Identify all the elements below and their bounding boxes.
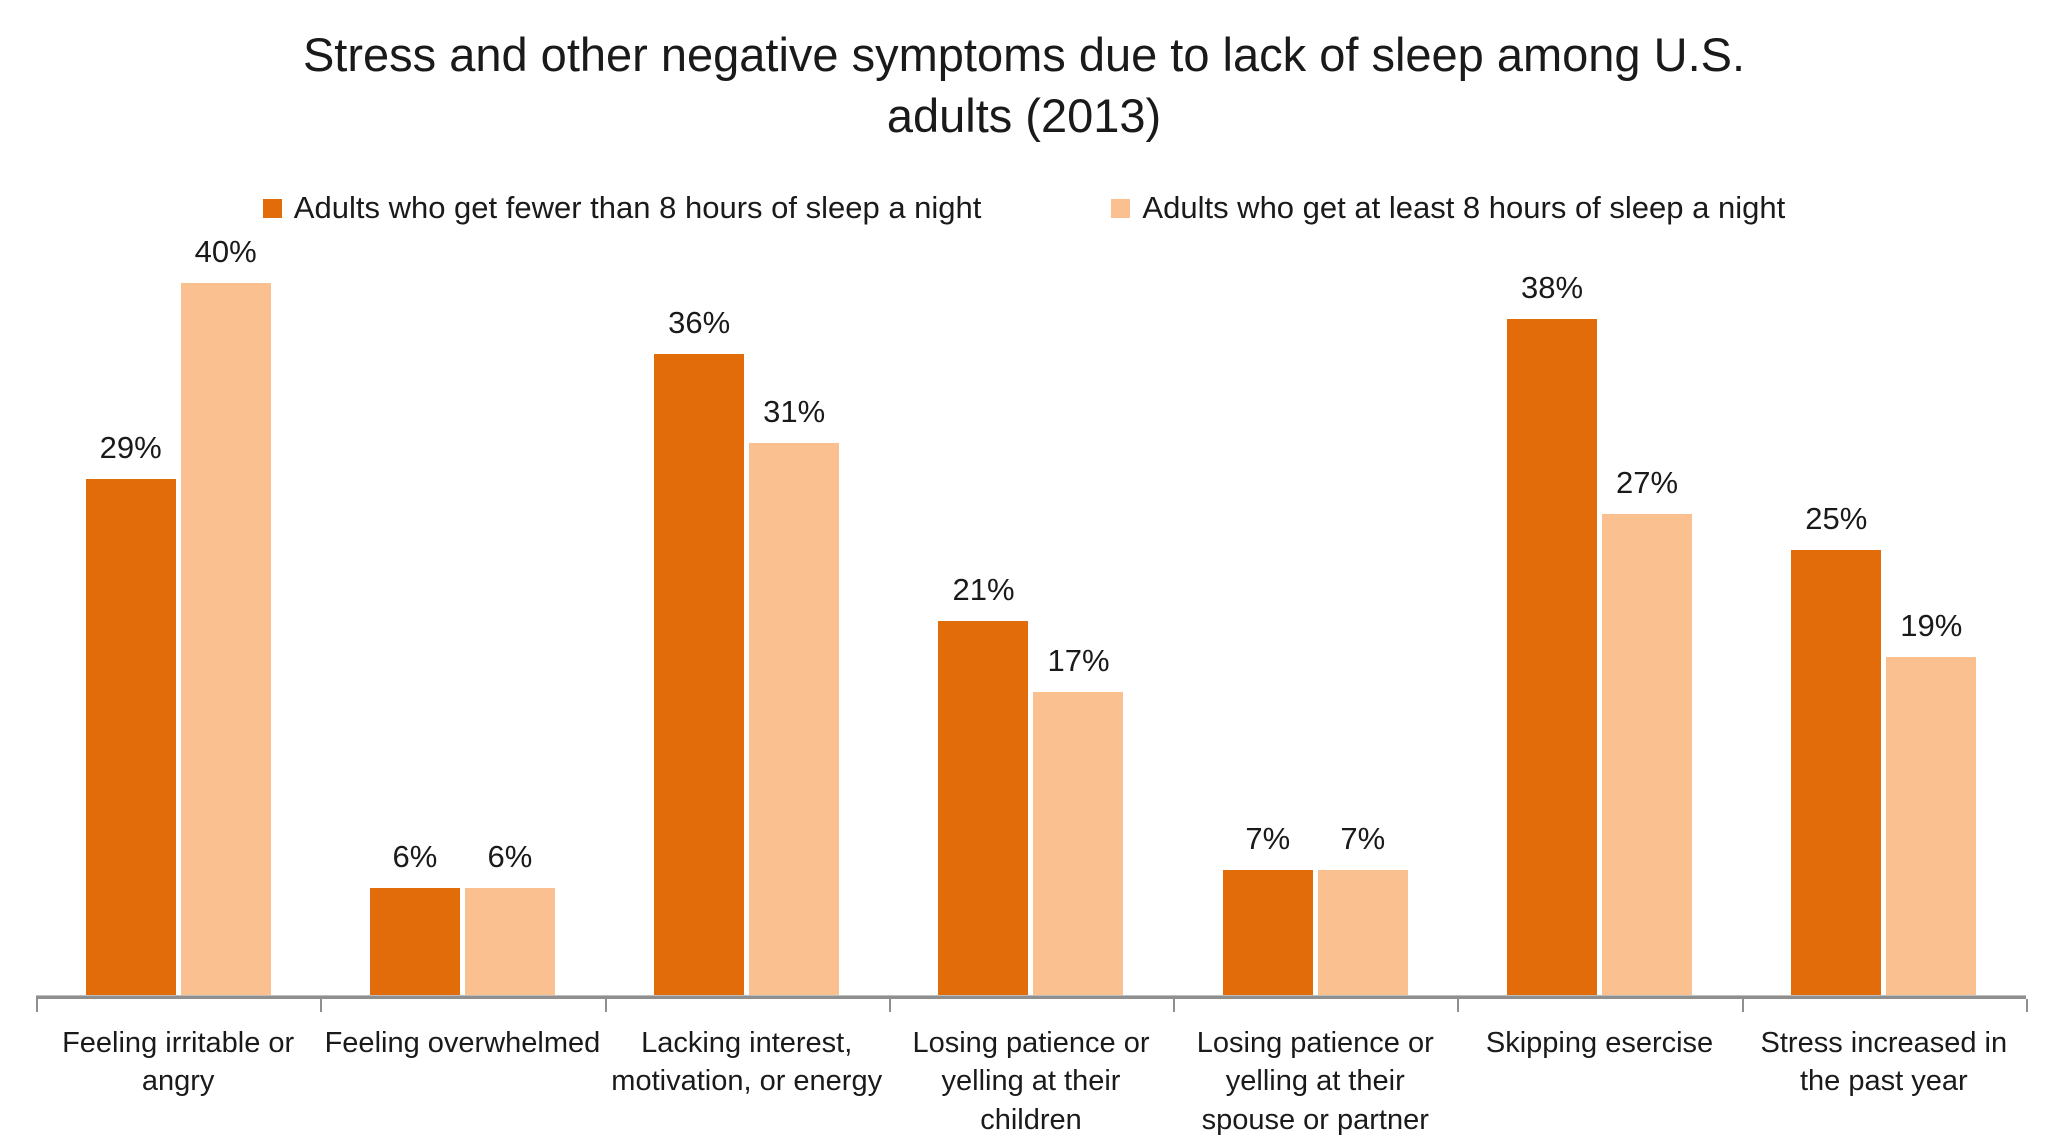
bar-value-label: 7% bbox=[1245, 821, 1291, 856]
legend-item: Adults who get fewer than 8 hours of sle… bbox=[262, 190, 982, 226]
bar: 25% bbox=[1791, 501, 1882, 995]
axis-tick-icon bbox=[320, 999, 604, 1012]
category-label: Lacking interest, motivation, or energy bbox=[611, 1027, 883, 1098]
legend-label: Adults who get fewer than 8 hours of sle… bbox=[293, 190, 982, 225]
bar-value-label: 17% bbox=[1047, 643, 1110, 678]
bar: 36% bbox=[654, 305, 745, 995]
bar-value-label: 6% bbox=[392, 839, 438, 874]
chart-title-line1: Stress and other negative symptoms due t… bbox=[302, 28, 1746, 81]
chart-title: Stress and other negative symptoms due t… bbox=[0, 24, 2048, 146]
bar-group: 36% 31% bbox=[605, 283, 889, 995]
legend-swatch-icon bbox=[262, 198, 282, 218]
bar: 38% bbox=[1507, 270, 1598, 995]
category-label: Feeling overwhelmed bbox=[324, 1027, 601, 1059]
bar: 21% bbox=[938, 572, 1029, 995]
axis-tick-icon bbox=[1457, 999, 1741, 1012]
x-axis-labels: Feeling irritable or angry Feeling overwh… bbox=[36, 1024, 2026, 1139]
bar-value-label: 31% bbox=[763, 394, 826, 429]
bar-value-label: 7% bbox=[1340, 821, 1386, 856]
axis-tick-icon bbox=[36, 999, 320, 1012]
bar: 17% bbox=[1033, 643, 1124, 995]
bar-group: 25% 19% bbox=[1742, 283, 2026, 995]
category-label: Feeling irritable or angry bbox=[62, 1027, 295, 1098]
bar-value-label: 6% bbox=[487, 839, 533, 874]
bar-group: 21% 17% bbox=[889, 283, 1173, 995]
bar: 29% bbox=[85, 430, 176, 995]
bar-group: 7% 7% bbox=[1173, 283, 1457, 995]
axis-tick-icon bbox=[604, 999, 889, 1012]
category-label: Losing patience or yelling at their spou… bbox=[1196, 1027, 1434, 1136]
x-axis-line bbox=[36, 995, 2026, 999]
legend-item: Adults who get at least 8 hours of sleep… bbox=[1111, 190, 1785, 226]
bar: 27% bbox=[1602, 465, 1693, 995]
bar-value-label: 25% bbox=[1805, 501, 1868, 536]
bar-value-label: 19% bbox=[1900, 608, 1963, 643]
bar-group: 6% 6% bbox=[320, 283, 604, 995]
axis-tick-icon bbox=[888, 999, 1173, 1012]
bar-value-label: 29% bbox=[99, 430, 162, 465]
bar: 6% bbox=[464, 839, 555, 995]
legend: Adults who get fewer than 8 hours of sle… bbox=[0, 190, 2048, 226]
bar: 7% bbox=[1222, 821, 1313, 995]
x-axis-ticks bbox=[36, 999, 2028, 1012]
plot-area: 29% 40% 6% 6% 36% 31% 21% 17% 7% 7% 38% 27% 25% 19% bbox=[36, 234, 2026, 995]
bar: 19% bbox=[1886, 608, 1977, 995]
bar-value-label: 36% bbox=[668, 305, 731, 340]
bar: 31% bbox=[749, 394, 840, 995]
legend-label: Adults who get at least 8 hours of sleep… bbox=[1142, 190, 1786, 225]
bar: 6% bbox=[369, 839, 460, 995]
category-label: Stress increased in the past year bbox=[1760, 1027, 2008, 1098]
bar: 40% bbox=[180, 234, 271, 995]
bar-value-label: 40% bbox=[194, 234, 257, 269]
bar: 7% bbox=[1317, 821, 1408, 995]
chart-title-line2: adults (2013) bbox=[886, 89, 1162, 143]
bar-value-label: 21% bbox=[952, 572, 1015, 607]
category-label: Skipping esercise bbox=[1485, 1027, 1714, 1059]
legend-swatch-icon bbox=[1111, 198, 1131, 218]
bar-value-label: 27% bbox=[1616, 465, 1679, 500]
bar-group: 29% 40% bbox=[36, 234, 320, 995]
bar-group: 38% 27% bbox=[1457, 270, 1741, 995]
axis-tick-icon bbox=[1173, 999, 1457, 1012]
bar-value-label: 38% bbox=[1521, 270, 1584, 305]
category-label: Losing patience or yelling at their chil… bbox=[912, 1027, 1150, 1136]
axis-tick-icon bbox=[1741, 999, 2026, 1012]
